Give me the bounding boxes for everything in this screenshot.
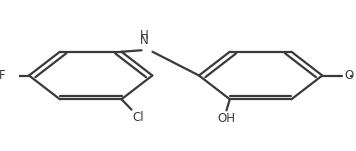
Text: H: H	[140, 29, 149, 42]
Text: N: N	[140, 34, 149, 47]
Text: O: O	[344, 69, 353, 82]
Text: Cl: Cl	[132, 111, 144, 124]
Text: F: F	[0, 69, 6, 82]
Text: OH: OH	[218, 112, 235, 125]
